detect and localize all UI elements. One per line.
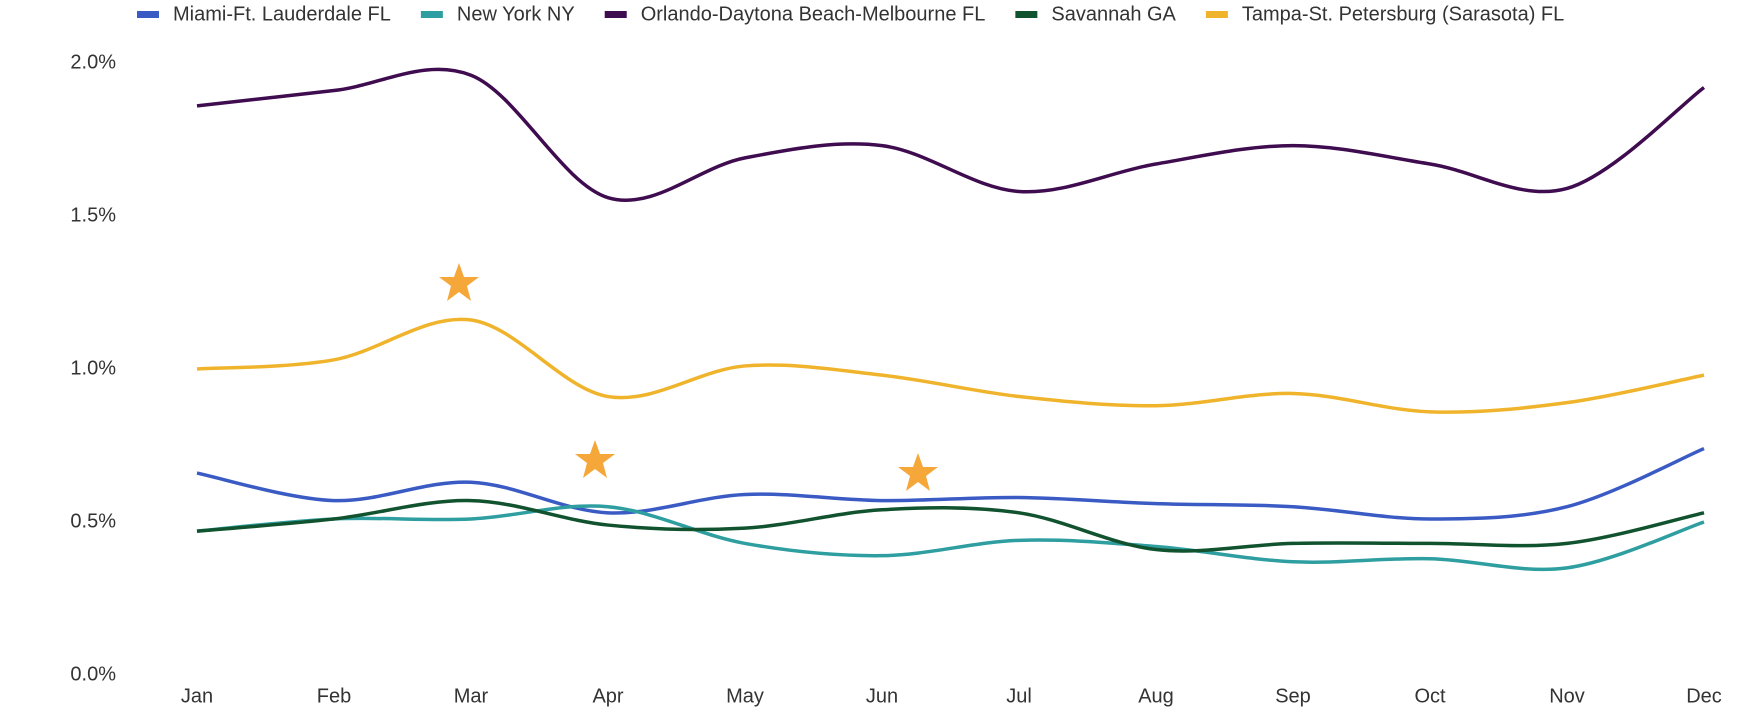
x-tick-label: Aug [1138, 685, 1174, 707]
x-tick-label: May [726, 685, 764, 707]
legend-swatch [604, 11, 627, 18]
legend-swatch [1015, 11, 1038, 18]
y-tick-label: 0.5% [70, 510, 116, 532]
x-tick-label: Jul [1006, 685, 1032, 707]
y-tick-label: 1.5% [70, 204, 116, 226]
legend-label: Miami-Ft. Lauderdale FL [173, 3, 391, 25]
x-tick-label: Sep [1275, 685, 1311, 707]
series-line [196, 504, 1705, 572]
star [575, 440, 615, 478]
y-tick-label: 2.0% [70, 51, 116, 73]
x-tick-label: Nov [1549, 685, 1585, 707]
x-tick-label: Apr [592, 685, 623, 707]
annotation-stars [439, 263, 938, 491]
x-tick-label: Jun [866, 685, 898, 707]
series-line [196, 446, 1705, 521]
legend-swatch [137, 11, 159, 18]
x-tick-label: Oct [1414, 685, 1446, 707]
series-line [196, 498, 1705, 553]
legend-swatch [420, 11, 443, 18]
x-tick-label: Dec [1686, 685, 1722, 707]
series-line [196, 317, 1705, 414]
x-tick-label: Mar [454, 685, 489, 707]
x-tick-label: Feb [317, 685, 351, 707]
legend-label: New York NY [457, 3, 575, 25]
y-tick-label: 0.0% [70, 663, 116, 685]
series-line [196, 67, 1706, 202]
legend-label: Tampa-St. Petersburg (Sarasota) FL [1242, 3, 1564, 25]
legend-swatch [1205, 11, 1228, 18]
legend-label: Savannah GA [1051, 3, 1176, 25]
star [898, 453, 938, 491]
star [439, 263, 479, 301]
y-tick-label: 1.0% [70, 357, 116, 379]
x-tick-label: Jan [181, 685, 213, 707]
legend-label: Orlando-Daytona Beach-Melbourne FL [641, 3, 986, 25]
